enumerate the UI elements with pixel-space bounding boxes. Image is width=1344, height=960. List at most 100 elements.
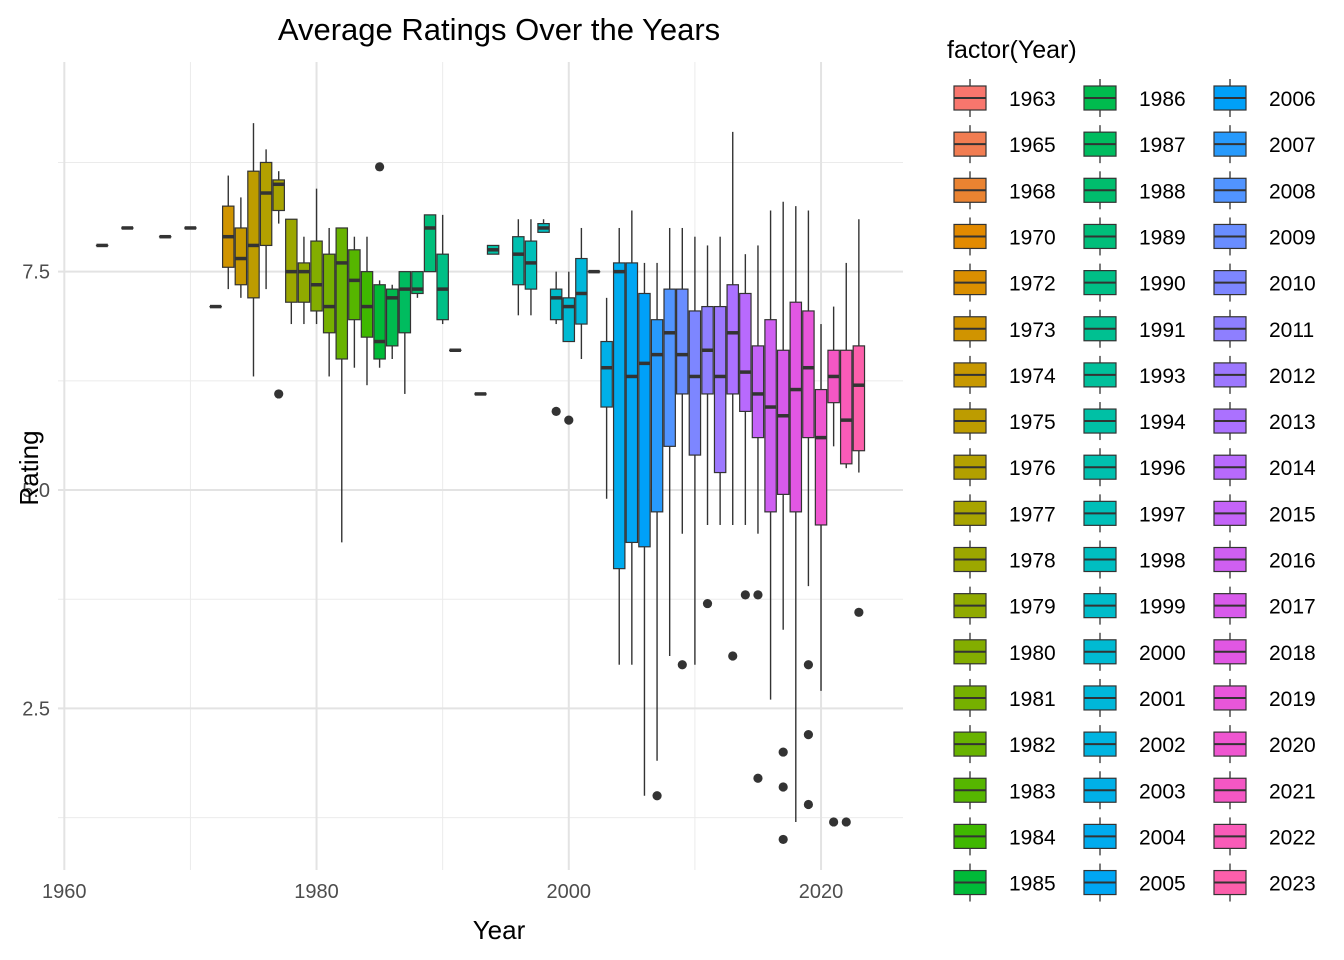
legend-label: 1965	[1009, 134, 1056, 157]
legend-label: 1990	[1139, 273, 1186, 296]
legend-label: 2014	[1269, 457, 1316, 480]
legend-item-2015: 2015	[1213, 494, 1316, 533]
outlier-point	[702, 598, 713, 609]
boxplot-2013	[726, 131, 740, 661]
box	[285, 218, 298, 303]
box	[776, 349, 790, 495]
legend-label: 1972	[1009, 273, 1056, 296]
box	[385, 288, 399, 347]
legend-label: 2005	[1139, 873, 1186, 896]
legend-item-1987: 1987	[1083, 125, 1186, 164]
boxplots	[95, 123, 866, 845]
box	[348, 249, 361, 321]
legend-item-2002: 2002	[1083, 725, 1186, 764]
outlier-point	[677, 660, 687, 670]
legend-item-1976: 1976	[953, 448, 1056, 487]
legend-item-1972: 1972	[953, 263, 1056, 302]
legend-item-1996: 1996	[1083, 448, 1186, 487]
boxplot-2004	[612, 227, 626, 665]
box	[322, 253, 336, 334]
boxplot-1975	[247, 123, 260, 377]
box	[549, 288, 563, 321]
boxplot-1986	[385, 284, 399, 359]
box	[764, 319, 777, 513]
legend-item-1997: 1997	[1083, 494, 1186, 533]
outlier-point	[778, 747, 788, 757]
box	[814, 388, 828, 526]
legend-item-2003: 2003	[1083, 771, 1186, 810]
box	[751, 345, 765, 439]
legend-item-2016: 2016	[1213, 540, 1316, 579]
legend-item-1993: 1993	[1083, 355, 1186, 394]
x-axis-label: Year	[473, 915, 526, 945]
legend-label: 2007	[1269, 134, 1316, 157]
legend-label: 2001	[1139, 688, 1186, 711]
legend-label: 2002	[1139, 734, 1186, 757]
legend-item-1982: 1982	[953, 725, 1056, 764]
legend-label: 2004	[1139, 826, 1186, 849]
outlier-point	[740, 590, 750, 600]
legend-label: 1989	[1139, 226, 1186, 249]
legend-item-1994: 1994	[1083, 402, 1186, 441]
legend-item-2012: 2012	[1213, 355, 1316, 394]
boxplot-1988	[411, 271, 424, 298]
legend-label: 2021	[1269, 780, 1316, 803]
boxplot-1998	[537, 219, 550, 233]
y-tick-label: 5.0	[22, 480, 50, 502]
legend-label: 1970	[1009, 226, 1056, 249]
boxplot-2007	[650, 262, 664, 801]
legend-item-2017: 2017	[1213, 586, 1316, 625]
y-tick-label: 2.5	[22, 698, 50, 720]
legend-item-2006: 2006	[1213, 79, 1316, 117]
legend-item-1999: 1999	[1083, 586, 1186, 625]
legend-item-1965: 1965	[953, 125, 1056, 164]
legend-label: 2000	[1139, 642, 1186, 665]
legend-label: 2011	[1269, 319, 1314, 342]
outlier-point	[841, 817, 851, 827]
x-tick-label: 2000	[547, 881, 592, 903]
boxplot-2022	[839, 262, 853, 827]
legend-item-1985: 1985	[953, 863, 1056, 902]
legend-label: 1977	[1009, 503, 1056, 526]
legend-item-2005: 2005	[1083, 863, 1186, 902]
box	[789, 301, 803, 513]
box	[676, 288, 689, 395]
legend-label: 2009	[1269, 226, 1316, 249]
legend-item-2020: 2020	[1213, 725, 1316, 764]
legend-label: 2023	[1269, 873, 1316, 896]
boxplot-1974	[234, 197, 248, 298]
legend-label: 1988	[1139, 180, 1186, 203]
legend-item-1979: 1979	[953, 586, 1056, 625]
box	[612, 262, 626, 570]
boxplot-1983	[348, 236, 361, 368]
boxplot-2014	[739, 254, 752, 600]
boxplot-2011	[701, 245, 714, 609]
boxplot-2018	[789, 206, 803, 822]
legend-label: 2015	[1269, 503, 1316, 526]
legend-label: 2018	[1269, 642, 1316, 665]
legend-item-1963: 1963	[953, 79, 1056, 117]
box	[373, 284, 386, 360]
legend-title: factor(Year)	[947, 36, 1077, 64]
boxplot-1980	[310, 188, 323, 325]
legend-item-2008: 2008	[1213, 171, 1316, 210]
legend-label: 1981	[1009, 688, 1056, 711]
legend-label: 2006	[1269, 88, 1316, 111]
boxplot-2005	[625, 210, 639, 665]
boxplot-1996	[512, 219, 525, 316]
legend-item-2011: 2011	[1213, 309, 1314, 348]
boxplot-1984	[360, 236, 374, 386]
legend-label: 1974	[1009, 365, 1056, 388]
legend-item-2019: 2019	[1213, 678, 1316, 717]
box	[852, 345, 866, 452]
boxplot-2020	[814, 324, 828, 691]
box	[436, 253, 449, 321]
legend-label: 2012	[1269, 365, 1316, 388]
boxplot-2010	[688, 236, 702, 665]
outlier-point	[803, 730, 814, 740]
boxplot-1977	[272, 171, 285, 399]
box	[802, 310, 815, 439]
legend-item-1988: 1988	[1083, 171, 1186, 210]
boxplot-1997	[524, 219, 538, 316]
boxplot-1994	[486, 244, 500, 255]
